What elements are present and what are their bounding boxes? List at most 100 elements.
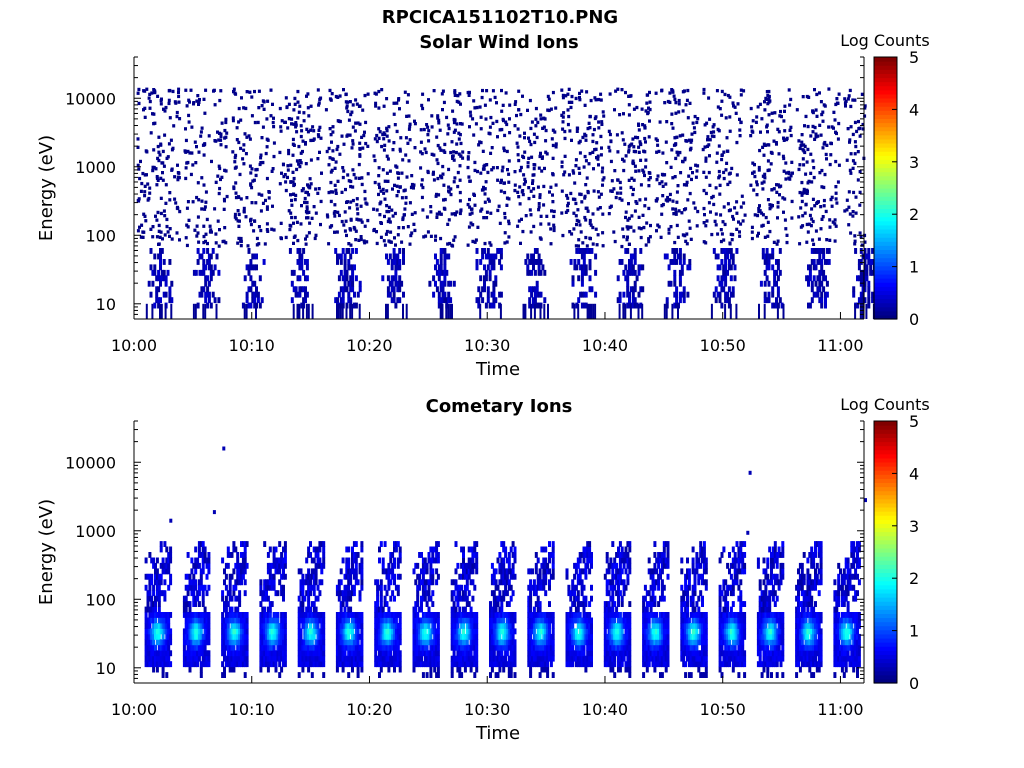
heatmap-cell	[761, 213, 765, 217]
heatmap-cell	[217, 191, 221, 196]
heatmap-cell	[705, 219, 709, 223]
heatmap-cell	[335, 147, 339, 152]
heatmap-cell	[343, 628, 347, 635]
heatmap-cell	[358, 154, 362, 158]
heatmap-cell	[148, 661, 152, 668]
heatmap-cell	[547, 97, 551, 101]
heatmap-cell	[190, 557, 194, 564]
heatmap-cell	[387, 584, 391, 591]
heatmap-cell	[787, 170, 791, 175]
heatmap-cell	[781, 154, 785, 158]
heatmap-cell	[594, 115, 598, 119]
heatmap-cell	[857, 264, 861, 271]
heatmap-cell	[328, 156, 332, 160]
heatmap-cell	[385, 612, 389, 618]
heatmap-cell	[203, 661, 207, 668]
heatmap-cell	[644, 197, 648, 201]
heatmap-cell	[351, 628, 354, 635]
heatmap-cell	[414, 644, 418, 651]
heatmap-cell	[292, 122, 296, 126]
heatmap-cell	[379, 221, 383, 225]
heatmap-cell	[443, 264, 447, 271]
heatmap-cell	[807, 302, 810, 309]
heatmap-cell	[468, 205, 472, 209]
heatmap-cell	[816, 291, 820, 298]
heatmap-cell	[582, 264, 586, 271]
heatmap-cell	[270, 661, 274, 668]
heatmap-cell	[382, 191, 386, 195]
heatmap-cell	[692, 201, 696, 205]
heatmap-cell	[349, 179, 353, 184]
heatmap-cell	[434, 280, 437, 287]
heatmap-cell	[533, 303, 536, 319]
heatmap-cell	[578, 192, 582, 196]
heatmap-cell	[203, 633, 207, 640]
heatmap-cell	[265, 207, 269, 211]
x-tick-label: 11:00	[817, 336, 863, 355]
heatmap-cell	[194, 562, 198, 569]
heatmap-cell	[561, 115, 565, 119]
heatmap-cell	[356, 291, 360, 298]
heatmap-cell	[317, 128, 321, 132]
heatmap-cell	[772, 139, 776, 143]
heatmap-cell	[821, 215, 825, 219]
heatmap-cell	[535, 259, 539, 265]
heatmap-cell	[757, 168, 761, 172]
heatmap-cell	[420, 639, 423, 646]
heatmap-cell	[773, 269, 777, 276]
heatmap-cell	[429, 205, 433, 209]
heatmap-cell	[347, 248, 351, 254]
heatmap-cell	[693, 114, 697, 119]
heatmap-cell	[688, 101, 692, 105]
heatmap-cell	[677, 303, 679, 319]
heatmap-cell	[207, 623, 211, 629]
heatmap-cell	[871, 297, 875, 304]
heatmap-cell	[416, 633, 420, 640]
heatmap-cell	[194, 546, 198, 553]
heatmap-cell	[170, 297, 174, 304]
heatmap-cell	[847, 223, 851, 227]
heatmap-cell	[628, 269, 631, 276]
heatmap-cell	[588, 114, 592, 119]
heatmap-cell	[412, 623, 416, 629]
heatmap-cell	[278, 672, 282, 678]
heatmap-cell	[638, 198, 642, 202]
heatmap-cell	[381, 132, 385, 137]
heatmap-cell	[608, 132, 612, 137]
heatmap-cell	[686, 116, 690, 120]
heatmap-cell	[234, 661, 238, 668]
heatmap-cell	[347, 606, 351, 613]
heatmap-cell	[155, 628, 159, 635]
heatmap-cell	[375, 133, 379, 138]
heatmap-cell	[301, 617, 305, 624]
heatmap-cell	[282, 650, 285, 657]
heatmap-cell	[853, 161, 857, 165]
heatmap-cell	[490, 291, 494, 298]
heatmap-cell	[828, 162, 832, 167]
heatmap-cell	[224, 573, 228, 580]
heatmap-cell	[808, 264, 812, 271]
heatmap-cell	[381, 650, 385, 657]
heatmap-cell	[437, 302, 441, 309]
heatmap-cell	[283, 628, 287, 635]
heatmap-cell	[501, 103, 505, 107]
colorbar-segment	[874, 147, 897, 152]
heatmap-cell	[307, 546, 311, 553]
heatmap-cell	[345, 617, 349, 624]
heatmap-cell	[400, 196, 404, 200]
heatmap-cell	[628, 302, 631, 309]
colorbar-segment	[874, 171, 897, 177]
heatmap-cell	[168, 234, 171, 238]
heatmap-cell	[345, 584, 349, 591]
heatmap-cell	[579, 248, 583, 254]
heatmap-cell	[356, 617, 360, 624]
heatmap-cell	[671, 248, 675, 254]
heatmap-cell	[738, 117, 741, 121]
heatmap-cell	[349, 655, 353, 662]
heatmap-cell	[494, 253, 498, 260]
heatmap-cell	[716, 275, 720, 282]
heatmap-cell	[155, 235, 159, 239]
heatmap-cell	[157, 269, 161, 276]
heatmap-cell	[337, 650, 341, 657]
heatmap-cell	[477, 302, 481, 309]
